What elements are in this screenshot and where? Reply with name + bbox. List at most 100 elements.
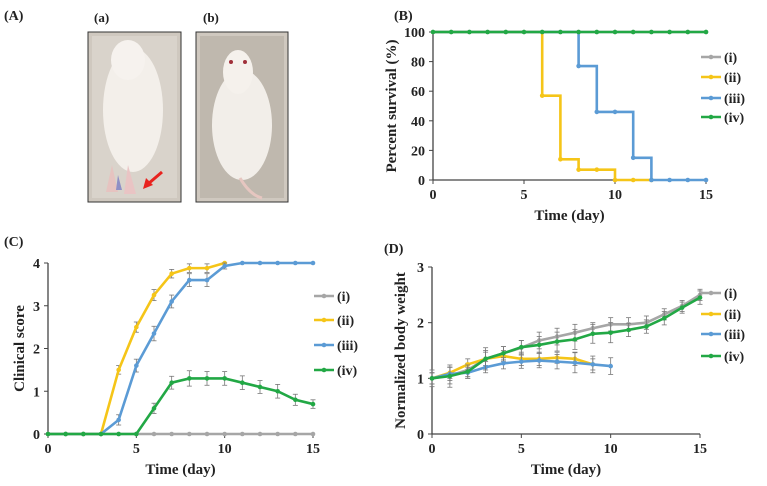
data-point — [310, 431, 316, 437]
photo-b — [195, 31, 289, 203]
panel-label-a: (a) — [94, 10, 109, 25]
legend-item-iii: (iii) — [701, 328, 745, 343]
legend-label: (iv) — [724, 350, 745, 365]
data-point — [204, 277, 210, 283]
legend-label: (i) — [337, 290, 351, 305]
data-point — [576, 63, 581, 69]
data-point — [310, 401, 316, 407]
series-iii — [433, 30, 709, 183]
data-point — [485, 29, 490, 35]
chart-clinical-score: 0 5 10 15 0 1 2 3 4 Time (day) Clinical score (i) (i… — [12, 257, 358, 478]
data-point — [558, 29, 563, 35]
y-tick-label: 4 — [33, 257, 40, 272]
panel-label-A: (A) — [4, 9, 24, 24]
data-point — [594, 167, 600, 172]
data-point — [429, 376, 435, 381]
legend-label: (i) — [724, 51, 738, 66]
data-point — [187, 376, 192, 381]
data-point — [465, 369, 471, 374]
series-ii — [429, 350, 596, 385]
data-point — [661, 315, 667, 321]
series-line — [431, 354, 594, 380]
legend-marker — [321, 293, 327, 299]
legend-label: (iii) — [724, 92, 745, 107]
data-point — [519, 359, 524, 364]
data-point — [501, 350, 506, 356]
data-point — [204, 431, 210, 437]
panel-label-D: (D) — [384, 242, 404, 257]
x-tick-label: 10 — [604, 442, 618, 457]
data-point — [703, 177, 709, 183]
data-point — [649, 177, 654, 183]
legend-marker — [708, 331, 714, 337]
data-point — [169, 380, 174, 386]
panel-label-C: (C) — [4, 235, 24, 250]
legend-marker — [321, 342, 327, 348]
legend-item-ii: (ii) — [701, 71, 741, 86]
data-point — [151, 431, 157, 437]
mouse-body — [212, 70, 272, 180]
legend-label: (ii) — [724, 308, 741, 323]
data-point — [240, 380, 245, 386]
data-point — [204, 376, 210, 381]
data-point — [630, 29, 636, 35]
data-point — [293, 260, 298, 266]
chart-body-weight: 0 5 10 15 0 1 2 3 Time (day) Normalized body weig… — [393, 261, 745, 478]
x-tick-label: 10 — [218, 442, 232, 457]
series-iv — [45, 370, 316, 437]
legend-label: (iv) — [724, 111, 745, 126]
y-tick-label: 40 — [411, 115, 425, 130]
x-axis-label: Time (day) — [145, 462, 215, 478]
data-point — [204, 265, 210, 271]
data-point — [685, 29, 691, 35]
data-point — [151, 331, 157, 336]
legend-marker — [708, 54, 714, 60]
legend-item-iv: (iv) — [314, 364, 358, 379]
legend-label: (ii) — [337, 314, 354, 329]
y-tick-label: 0 — [418, 174, 425, 189]
series-line — [431, 296, 701, 380]
x-tick-label: 0 — [429, 442, 436, 457]
data-point — [483, 356, 488, 362]
y-tick-label: 2 — [33, 343, 40, 358]
series-line — [48, 261, 226, 436]
data-point — [187, 277, 192, 283]
data-point — [612, 29, 618, 35]
data-point — [554, 359, 560, 364]
data-point — [667, 177, 672, 183]
data-point — [63, 431, 68, 437]
y-tick-label: 0 — [33, 428, 40, 443]
series-line — [48, 377, 314, 436]
series-line — [431, 293, 701, 380]
legend-item-i: (i) — [701, 51, 738, 66]
data-point — [536, 342, 542, 348]
legend-marker — [321, 317, 327, 323]
data-point — [169, 299, 174, 304]
legend-marker — [708, 311, 714, 317]
panel-label-B: (B) — [394, 9, 413, 24]
data-point — [626, 327, 631, 333]
data-point — [576, 29, 581, 35]
data-point — [612, 109, 618, 115]
data-point — [649, 29, 654, 35]
data-point — [151, 406, 157, 411]
data-point — [465, 362, 471, 367]
x-tick-label: 15 — [306, 442, 320, 457]
y-tick-label: 80 — [411, 56, 425, 71]
y-tick-label: 1 — [33, 385, 40, 400]
data-point — [81, 431, 86, 437]
legend-label: (iii) — [337, 339, 358, 354]
data-point — [697, 295, 703, 300]
data-point — [134, 324, 139, 330]
data-point — [134, 363, 139, 368]
data-point — [467, 29, 472, 35]
x-tick-label: 15 — [699, 188, 713, 203]
data-point — [116, 367, 121, 373]
series-iv — [429, 290, 703, 388]
series-iii — [45, 260, 316, 437]
data-point — [45, 431, 51, 437]
data-point — [572, 360, 578, 366]
data-point — [630, 177, 636, 183]
data-point — [293, 431, 298, 437]
y-tick-label: 3 — [33, 300, 40, 315]
